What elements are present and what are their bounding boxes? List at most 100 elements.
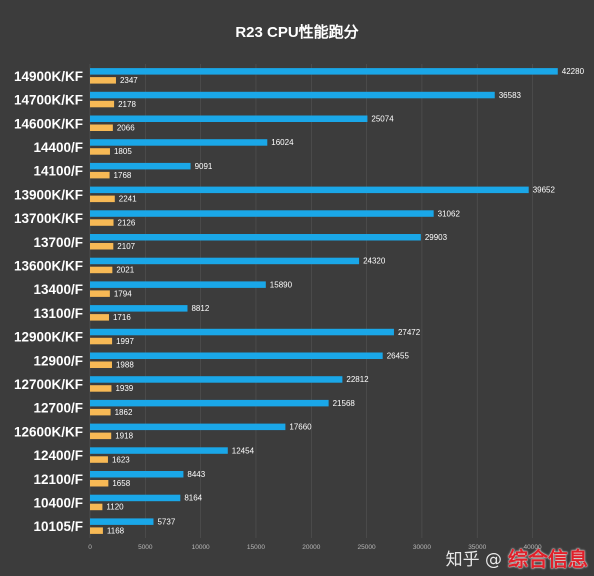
data-label-series-1: 22812 (346, 375, 369, 384)
bar-series-1 (90, 257, 360, 265)
bar-series-1 (90, 423, 286, 431)
y-category-label: 13700K/KF (14, 211, 83, 226)
data-label-series-2: 2066 (117, 124, 135, 133)
data-label-series-1: 21568 (333, 399, 356, 408)
y-category-label: 14900K/KF (14, 69, 83, 84)
x-tick-label: 5000 (138, 544, 153, 551)
bar-series-1 (90, 91, 495, 99)
y-category-label: 10105/F (33, 519, 83, 534)
bar-series-2 (90, 337, 113, 345)
bar-series-2 (90, 432, 112, 440)
watermark: 知乎 @ 综合信息 (446, 543, 588, 572)
bar-series-1 (90, 447, 228, 454)
y-category-label: 10400/F (33, 495, 83, 510)
data-label-series-1: 8164 (184, 494, 202, 503)
data-label-series-2: 1768 (114, 171, 132, 180)
bar-series-1 (90, 234, 421, 241)
data-label-series-2: 2126 (118, 218, 136, 227)
bar-series-1 (90, 210, 434, 217)
x-tick-label: 15000 (247, 544, 265, 551)
data-label-series-1: 8812 (191, 304, 209, 313)
x-tick-label: 40000 (524, 544, 542, 551)
bar-series-1 (90, 186, 529, 194)
data-label-series-1: 9091 (195, 162, 213, 171)
x-tick-label: 35000 (468, 544, 486, 551)
x-axis-ticks: 0 5000 10000 15000 20000 25000 30000 35000 40000 (88, 544, 542, 551)
data-label-series-2: 1862 (115, 408, 133, 417)
y-category-label: 12700K/KF (14, 377, 83, 392)
data-label-series-2: 1716 (113, 313, 131, 322)
bar-series-2 (90, 408, 111, 416)
bar-series-2 (90, 195, 115, 203)
y-category-label: 12900K/KF (14, 330, 83, 345)
bar-series-2 (90, 243, 114, 250)
data-label-series-1: 31062 (438, 209, 461, 218)
data-label-series-1: 8443 (187, 470, 205, 479)
y-category-label: 13400/F (33, 282, 83, 297)
grid-lines (89, 64, 533, 538)
data-label-series-1: 24320 (363, 257, 386, 266)
data-label-series-2: 2347 (120, 76, 138, 85)
bar-series-2 (90, 480, 109, 487)
bar-series-1 (90, 328, 394, 336)
bar-series-2 (90, 100, 115, 108)
x-tick-label: 20000 (302, 544, 320, 551)
data-label-series-2: 1794 (114, 289, 132, 298)
x-tick-label: 30000 (413, 544, 431, 551)
bar-series-1 (90, 471, 184, 478)
bars (90, 68, 558, 534)
chart-title: R23 CPU性能跑分 (235, 23, 358, 41)
data-label-series-2: 1918 (115, 432, 133, 441)
data-labels: 42280 2347 36583 2178 25074 2066 16024 1805 9091… (106, 67, 584, 535)
y-category-label: 14600K/KF (14, 116, 83, 131)
data-label-series-2: 1623 (112, 455, 130, 464)
y-category-label: 13100/F (33, 306, 83, 321)
bar-series-1 (90, 162, 191, 170)
y-category-label: 12100/F (33, 472, 83, 487)
y-category-label: 14100/F (33, 164, 83, 179)
y-category-label: 13700/F (33, 235, 83, 250)
data-label-series-2: 1120 (106, 503, 124, 512)
data-label-series-1: 42280 (562, 67, 585, 76)
y-category-label: 12600K/KF (14, 424, 83, 439)
watermark-brand: 综合信息 (508, 547, 588, 571)
data-label-series-1: 26455 (387, 352, 410, 361)
bar-series-1 (90, 281, 266, 288)
bar-series-2 (90, 124, 113, 131)
data-label-series-2: 1997 (116, 337, 134, 346)
data-label-series-1: 29903 (425, 233, 448, 242)
bar-series-1 (90, 68, 558, 75)
data-label-series-2: 1939 (115, 384, 133, 393)
data-label-series-2: 2021 (116, 266, 134, 275)
data-label-series-2: 1658 (112, 479, 130, 488)
x-tick-label: 25000 (358, 544, 376, 551)
bar-series-1 (90, 115, 368, 122)
y-category-label: 12700/F (33, 401, 83, 416)
bar-series-1 (90, 139, 268, 146)
watermark-platform: 知乎 @ (445, 550, 502, 570)
bar-series-1 (90, 305, 188, 312)
y-category-label: 13600K/KF (14, 258, 83, 273)
data-label-series-1: 16024 (271, 138, 294, 147)
y-axis-labels: 14900K/KF 14700K/KF 14600K/KF 14400/F 14100/… (14, 69, 83, 534)
data-label-series-1: 15890 (270, 280, 293, 289)
data-label-series-1: 39652 (533, 186, 556, 195)
y-category-label: 13900K/KF (14, 187, 83, 202)
bar-series-2 (90, 290, 110, 297)
bar-series-2 (90, 148, 110, 155)
bar-series-2 (90, 361, 112, 368)
bar-series-2 (90, 385, 112, 392)
bar-series-2 (90, 219, 114, 226)
bar-series-1 (90, 518, 154, 525)
data-label-series-2: 1988 (116, 361, 134, 370)
x-tick-label: 0 (88, 544, 92, 551)
bar-series-2 (90, 266, 113, 274)
data-label-series-1: 12454 (232, 446, 255, 455)
data-label-series-1: 36583 (499, 91, 522, 100)
data-label-series-2: 2241 (119, 195, 137, 204)
bar-series-2 (90, 314, 109, 321)
bar-series-2 (90, 77, 116, 84)
data-label-series-1: 17660 (289, 423, 312, 432)
